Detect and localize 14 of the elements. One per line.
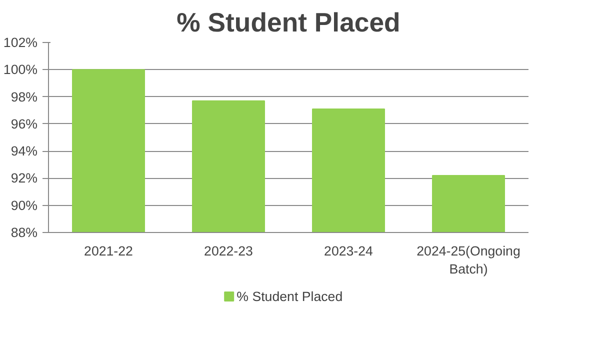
y-tick-label: 96% bbox=[10, 116, 38, 132]
y-tick-label: 100% bbox=[3, 62, 38, 78]
y-tick-label: 88% bbox=[10, 225, 38, 240]
x-tick-label: 2021-22 bbox=[84, 244, 133, 258]
y-tick-label: 98% bbox=[10, 89, 38, 104]
y-tick-label: 92% bbox=[10, 170, 38, 186]
y-tick-label: 90% bbox=[10, 198, 38, 213]
legend-label: % Student Placed bbox=[236, 289, 343, 304]
chart-title: % Student Placed bbox=[176, 8, 400, 38]
y-tick-label: 102% bbox=[3, 35, 38, 50]
y-tick-label: 94% bbox=[10, 144, 38, 159]
x-tick-label: 2023-24 bbox=[324, 244, 374, 258]
x-tick-label: 2022-23 bbox=[204, 244, 253, 258]
x-tick-label: 2024-25(Ongoing Batch) bbox=[416, 244, 520, 276]
